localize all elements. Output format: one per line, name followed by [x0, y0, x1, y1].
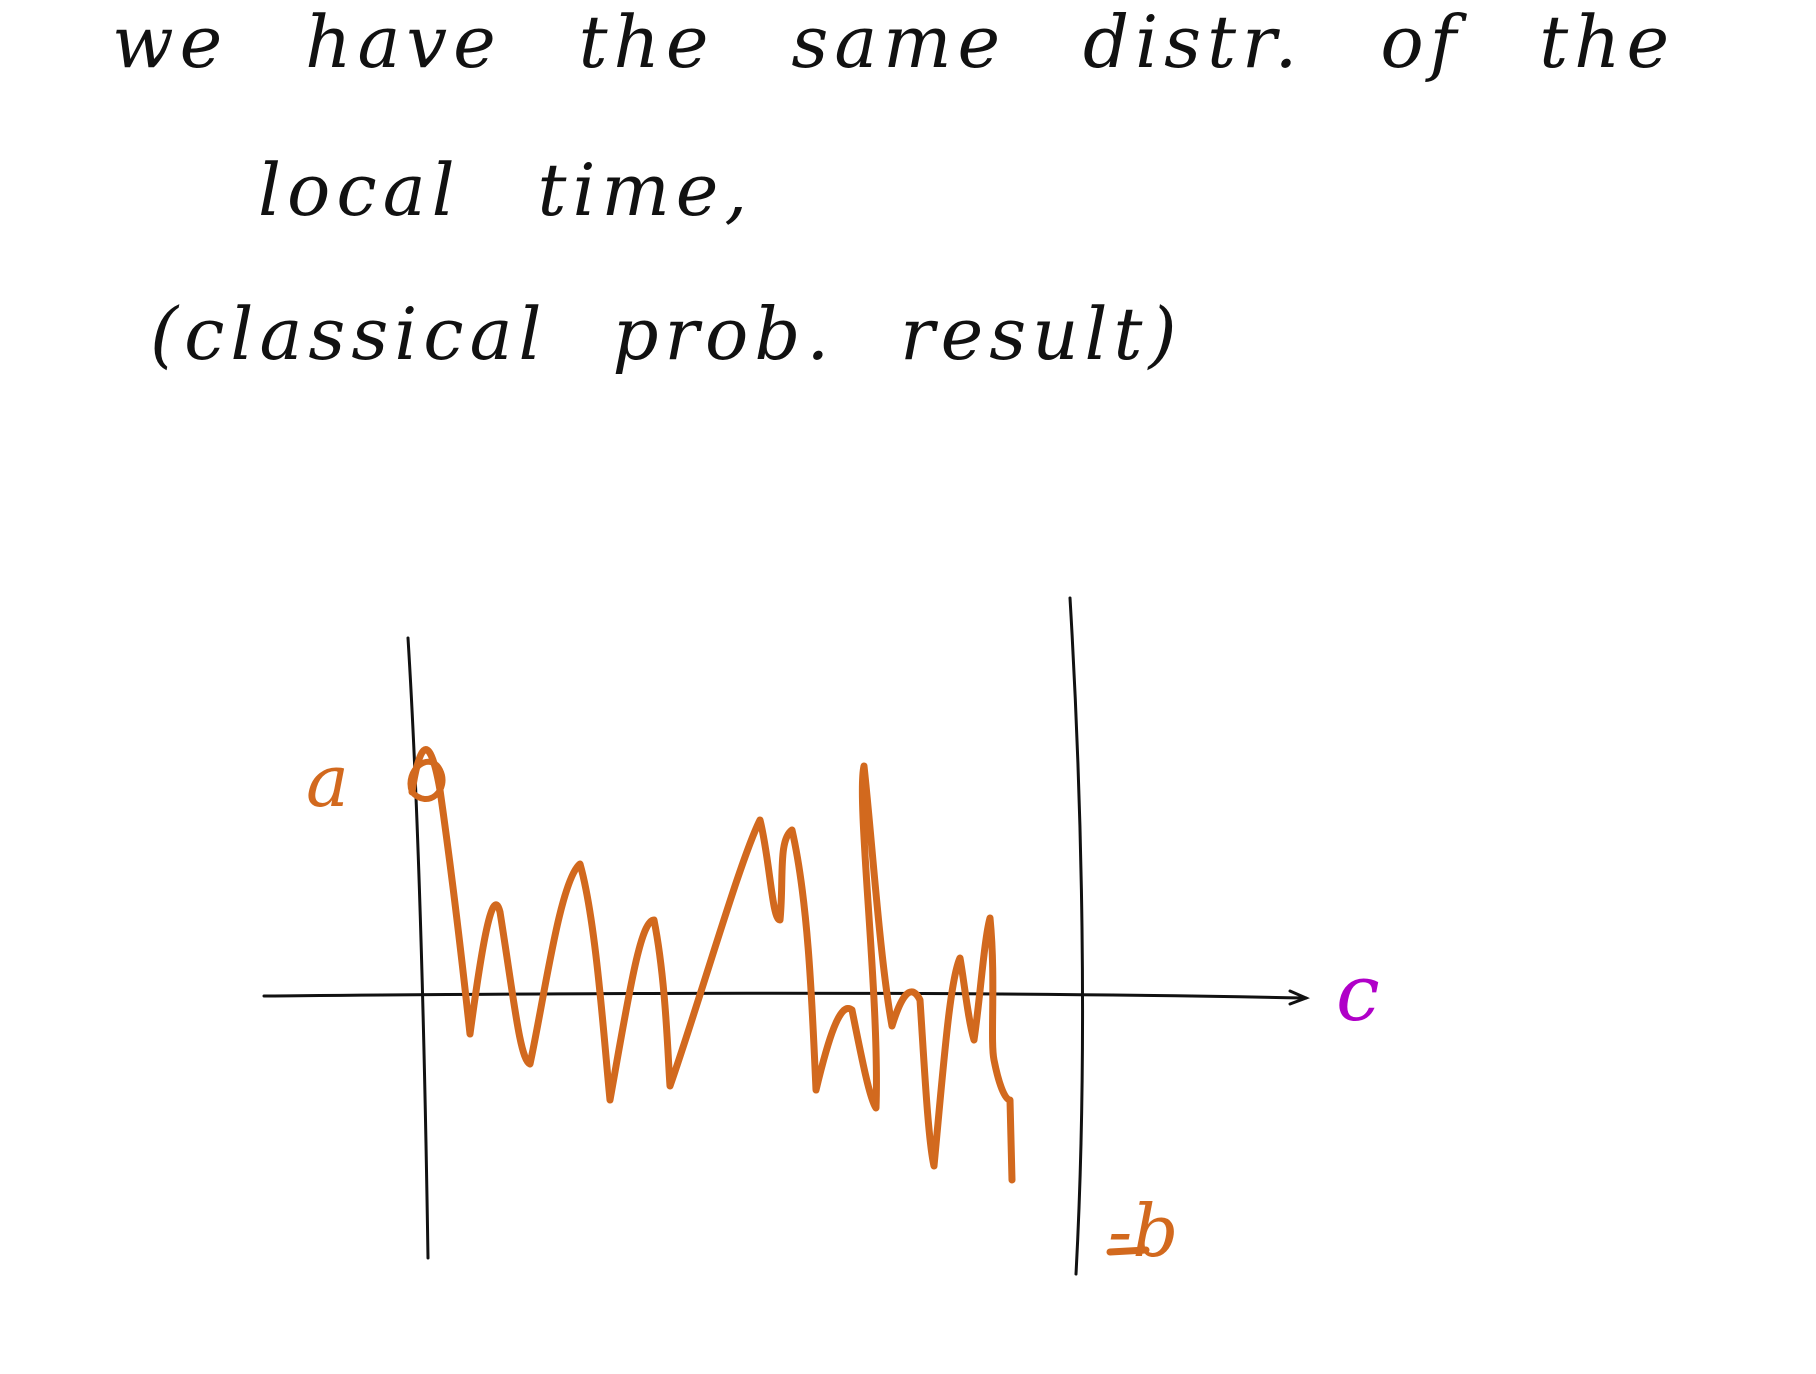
axis-arrowhead — [1288, 989, 1310, 1006]
note-line-1: we have the same distr. of the — [112, 0, 1676, 84]
right-vertical-line — [1068, 596, 1085, 1276]
orange-path — [408, 746, 1016, 1184]
label-c: c — [1336, 949, 1380, 1039]
left-vertical-line — [406, 636, 430, 1260]
note-line-2: local time, — [258, 148, 754, 232]
note-line-3: (classical prob. result) — [150, 292, 1183, 376]
orange-dash — [1106, 1246, 1150, 1256]
horizontal-axis — [262, 991, 1308, 1000]
label-a: a — [306, 739, 349, 823]
orange-start-loop — [407, 758, 446, 802]
label-minus-b: -b — [1108, 1189, 1179, 1273]
